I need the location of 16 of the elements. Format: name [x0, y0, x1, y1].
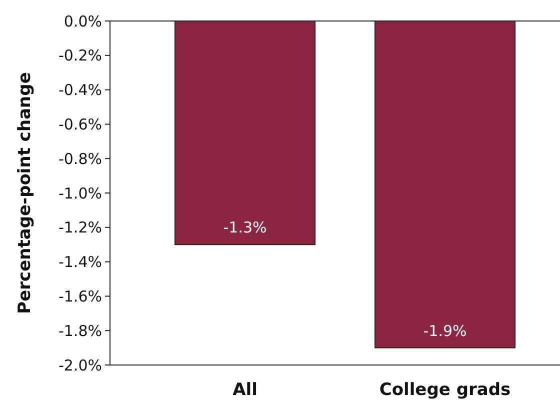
y-tick-label: -0.6% — [58, 115, 102, 134]
y-tick-label: -0.8% — [58, 150, 102, 168]
y-tick-label: -1.4% — [58, 253, 102, 272]
y-tick-label: -1.2% — [58, 218, 102, 237]
x-tick-label: College grads — [379, 380, 511, 400]
data-label: -1.3% — [223, 218, 267, 237]
y-tick-label: -1.8% — [58, 322, 102, 340]
y-tick-label: -1.0% — [58, 184, 102, 202]
y-tick-label: -0.4% — [58, 81, 102, 100]
y-tick-label: -1.6% — [58, 287, 102, 306]
x-tick-label: All — [232, 380, 258, 400]
y-tick-label: 0.0% — [64, 12, 102, 30]
y-tick-label: -2.0% — [58, 356, 102, 374]
y-axis-title: Percentage-point change — [15, 72, 35, 314]
data-label: -1.9% — [423, 322, 467, 340]
y-tick-label: -0.2% — [58, 46, 102, 65]
